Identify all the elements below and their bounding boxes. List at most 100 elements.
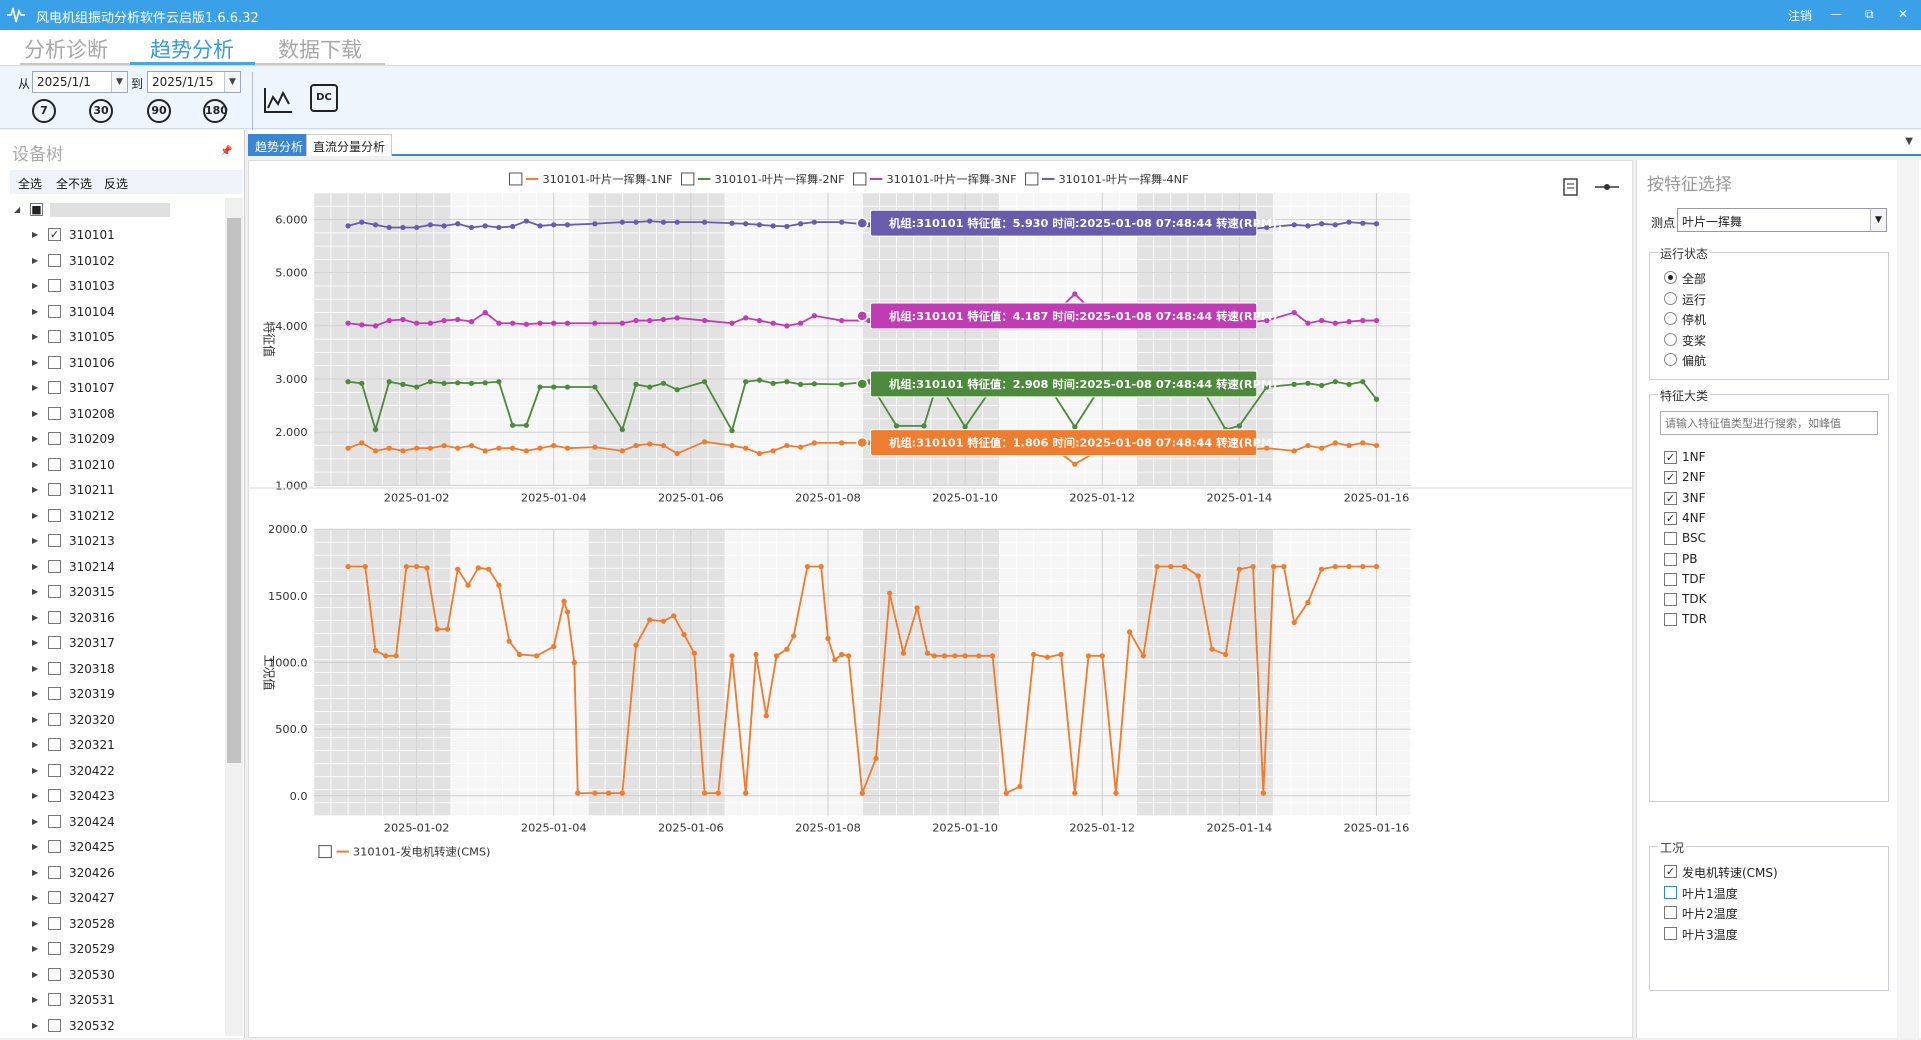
tree-item[interactable]: ▶ 310102 [0, 249, 225, 274]
select-none-button[interactable]: 全不选 [56, 177, 93, 191]
expand-right-icon[interactable]: ▶ [32, 434, 39, 443]
tree-item-checkbox[interactable] [48, 636, 61, 649]
tree-item-checkbox[interactable] [48, 330, 61, 343]
expand-right-icon[interactable]: ▶ [32, 612, 39, 622]
tree-item[interactable]: ▶ 320531 [0, 988, 225, 1013]
radio-icon[interactable] [1664, 312, 1677, 325]
tree-item-checkbox[interactable] [48, 534, 61, 547]
quick-90-days-button[interactable]: 90 [147, 99, 171, 123]
chevron-down-icon[interactable]: ▼ [1870, 209, 1886, 231]
expand-down-icon[interactable]: ◢ [14, 205, 21, 214]
quick-30-days-button[interactable]: 30 [89, 99, 113, 123]
tree-item-checkbox[interactable] [48, 406, 61, 420]
tree-item-checkbox[interactable] [48, 916, 61, 930]
tree-item[interactable]: ▶ 320319 [0, 682, 225, 707]
tree-item[interactable]: ▶ 310208 [0, 402, 225, 427]
expand-right-icon[interactable]: ▶ [32, 255, 39, 265]
tab-trend-analysis[interactable]: 趋势分析 [248, 134, 311, 156]
line-chart-icon[interactable] [262, 84, 294, 116]
tree-item[interactable]: ▶ ✓ 310101 [0, 223, 225, 248]
radio-icon[interactable] [1664, 291, 1677, 305]
checkbox-icon[interactable]: ✓ [1664, 451, 1677, 464]
expand-right-icon[interactable]: ▶ [32, 791, 39, 800]
tree-item-checkbox[interactable] [48, 610, 61, 624]
tree-item[interactable]: ▶ 310212 [0, 504, 225, 529]
expand-right-icon[interactable]: ▶ [32, 230, 39, 239]
expand-right-icon[interactable]: ▶ [32, 332, 39, 341]
tree-item-checkbox[interactable] [48, 355, 61, 369]
tree-item-checkbox[interactable] [48, 967, 61, 981]
menu-download[interactable]: 数据下载 [278, 38, 362, 62]
checkbox-icon[interactable]: ✓ [1664, 865, 1677, 878]
expand-right-icon[interactable]: ▶ [32, 1020, 39, 1030]
tree-item-checkbox[interactable] [48, 508, 61, 522]
tree-item-checkbox[interactable] [48, 763, 61, 777]
device-tree[interactable]: ◢ ■ ▶ ✓ 310101 ▶ 310102 ▶ 310103 ▶ 310104 ▶ 310105… [0, 198, 225, 1036]
close-button[interactable]: ✕ [1898, 7, 1909, 21]
expand-right-icon[interactable]: ▶ [32, 893, 39, 902]
tree-item[interactable]: ▶ 320320 [0, 708, 225, 733]
checkbox-icon[interactable] [1664, 613, 1677, 627]
tree-item-checkbox[interactable] [48, 865, 61, 879]
chevron-down-icon[interactable]: ▼ [111, 72, 127, 92]
checkbox-icon[interactable] [1664, 926, 1677, 940]
checkbox-icon[interactable]: ✓ [1664, 491, 1677, 505]
checkbox-icon[interactable]: ✓ [1664, 511, 1677, 525]
tree-item[interactable]: ▶ 320426 [0, 861, 225, 886]
tree-item[interactable]: ▶ 310213 [0, 529, 225, 554]
checkbox-icon[interactable] [1664, 906, 1677, 919]
expand-right-icon[interactable]: ▶ [32, 969, 39, 979]
expand-right-icon[interactable]: ▶ [32, 536, 39, 545]
tree-item-checkbox[interactable] [48, 304, 61, 318]
quick-180-days-button[interactable]: 180 [203, 99, 228, 123]
tree-item-checkbox[interactable] [48, 432, 61, 445]
feature-search-input[interactable] [1660, 411, 1878, 435]
expand-right-icon[interactable]: ▶ [32, 459, 39, 469]
expand-right-icon[interactable]: ▶ [32, 663, 39, 673]
tree-item-checkbox[interactable] [48, 891, 61, 904]
expand-right-icon[interactable]: ▶ [32, 408, 39, 418]
expand-right-icon[interactable]: ▶ [32, 765, 39, 775]
tree-item[interactable]: ▶ 320318 [0, 657, 225, 682]
tree-item[interactable]: ▶ 320427 [0, 886, 225, 911]
expand-right-icon[interactable]: ▶ [32, 689, 39, 698]
tree-root[interactable]: ◢ ■ [0, 198, 225, 223]
tree-item[interactable]: ▶ 310211 [0, 478, 225, 503]
tree-item-checkbox[interactable] [48, 585, 61, 598]
tree-item-checkbox[interactable] [48, 279, 61, 292]
tree-item[interactable]: ▶ 320321 [0, 733, 225, 758]
tree-item[interactable]: ▶ 310209 [0, 427, 225, 452]
tree-item-checkbox[interactable] [48, 993, 61, 1006]
checkbox-icon[interactable] [1664, 885, 1677, 899]
scrollbar-thumb[interactable] [227, 218, 241, 763]
tree-item-checkbox[interactable] [48, 483, 61, 496]
tree-item-checkbox[interactable] [48, 738, 61, 751]
to-date-input[interactable]: 2025/1/15 ▼ [147, 71, 241, 93]
tree-item-checkbox[interactable] [48, 457, 61, 471]
from-date-input[interactable]: 2025/1/1 ▼ [32, 71, 128, 93]
tree-item[interactable]: ▶ 320532 [0, 1014, 225, 1037]
invert-selection-button[interactable]: 反选 [104, 177, 129, 191]
checkbox-icon[interactable] [1664, 532, 1677, 546]
tree-item[interactable]: ▶ 320424 [0, 810, 225, 835]
tree-item-checkbox[interactable] [48, 381, 61, 394]
tree-item-checkbox[interactable] [48, 559, 61, 573]
expand-right-icon[interactable]: ▶ [32, 842, 39, 851]
radio-icon[interactable] [1664, 332, 1677, 346]
tree-item-checkbox[interactable] [48, 1018, 61, 1032]
logout-link[interactable]: 注销 [1788, 9, 1813, 23]
checkbox-icon[interactable]: ✓ [1664, 471, 1677, 485]
chevron-down-icon[interactable]: ▼ [1905, 136, 1913, 147]
expand-right-icon[interactable]: ▶ [32, 485, 39, 494]
tree-item-checkbox[interactable] [48, 840, 61, 853]
document-icon[interactable] [1563, 178, 1578, 196]
chevron-down-icon[interactable]: ▼ [224, 72, 240, 92]
tree-item[interactable]: ▶ 310104 [0, 300, 225, 325]
expand-right-icon[interactable]: ▶ [32, 383, 39, 392]
tree-item-checkbox[interactable]: ✓ [48, 228, 61, 241]
tree-item-checkbox[interactable] [48, 814, 61, 828]
expand-right-icon[interactable]: ▶ [32, 740, 39, 749]
tree-item-checkbox[interactable] [48, 687, 61, 700]
tree-item[interactable]: ▶ 310105 [0, 325, 225, 350]
checkbox-icon[interactable] [1664, 552, 1677, 566]
